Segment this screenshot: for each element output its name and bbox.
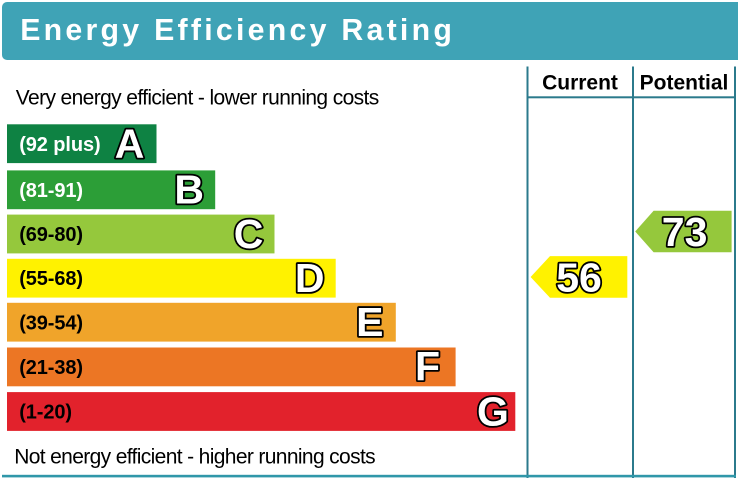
svg-text:(81-91): (81-91)	[19, 180, 83, 202]
svg-text:Very energy efficient - lower: Very energy efficient - lower running co…	[16, 87, 379, 110]
svg-text:Not energy efficient - higher: Not energy efficient - higher running co…	[14, 445, 375, 468]
svg-text:Energy Efficiency Rating: Energy Efficiency Rating	[20, 14, 455, 47]
svg-text:(21-38): (21-38)	[19, 357, 83, 379]
svg-text:(92 plus): (92 plus)	[19, 134, 100, 156]
svg-text:G: G	[477, 388, 509, 434]
svg-text:E: E	[356, 299, 383, 345]
svg-text:(1-20): (1-20)	[19, 402, 72, 424]
svg-text:(39-54): (39-54)	[19, 312, 83, 334]
svg-text:(55-68): (55-68)	[19, 268, 83, 290]
svg-text:56: 56	[556, 255, 602, 301]
svg-text:D: D	[295, 255, 325, 301]
svg-text:B: B	[174, 167, 204, 213]
svg-text:Potential: Potential	[640, 72, 729, 95]
svg-text:Current: Current	[542, 72, 618, 95]
svg-text:73: 73	[662, 209, 708, 255]
svg-text:A: A	[115, 121, 145, 167]
svg-text:C: C	[234, 211, 264, 257]
svg-text:F: F	[415, 344, 440, 390]
svg-text:(69-80): (69-80)	[19, 224, 83, 246]
